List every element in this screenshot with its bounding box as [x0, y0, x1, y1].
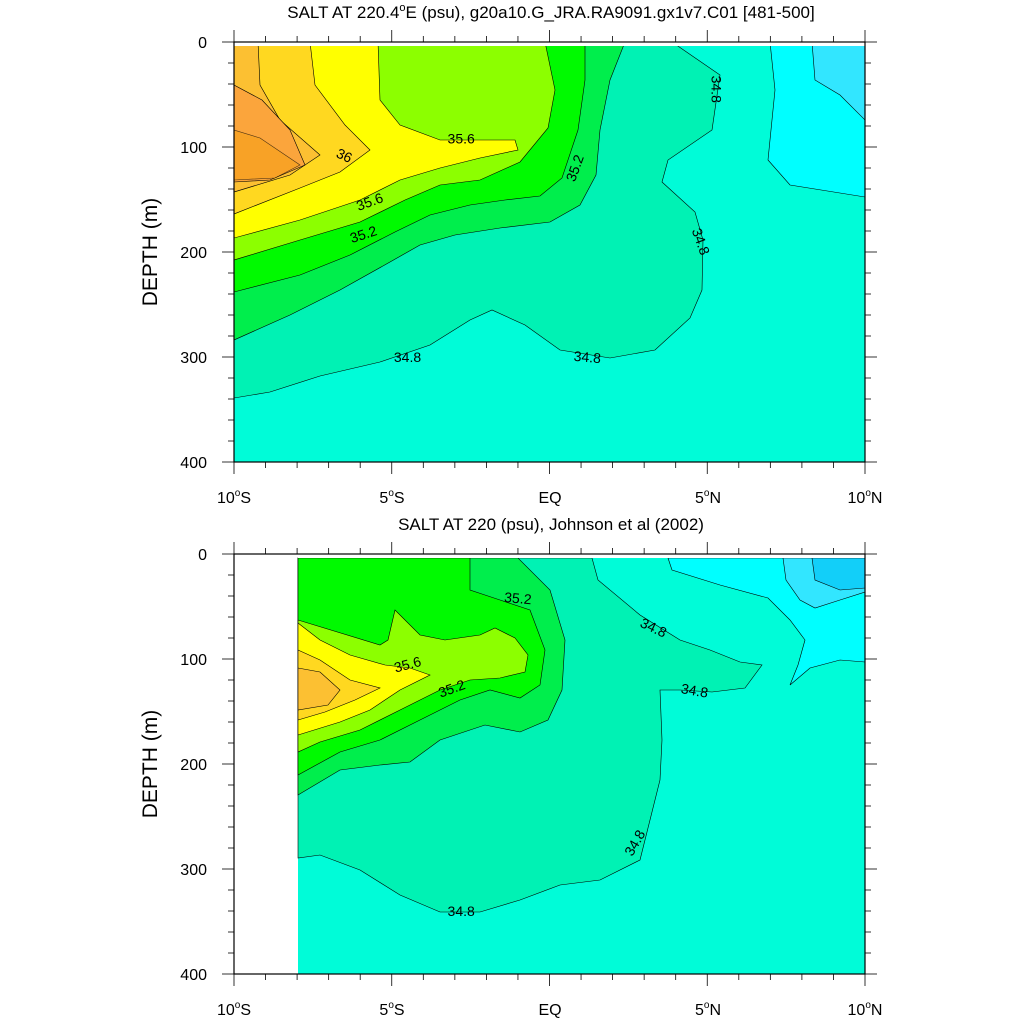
obs-y-axis-label: DEPTH (m) — [139, 710, 162, 819]
model-y-minor-ticks — [222, 41, 877, 463]
band-core-36.4 — [234, 129, 301, 181]
model-title: SALT AT 220.4oE (psu), g20a10.G_JRA.RA90… — [287, 2, 814, 22]
obs-axes — [222, 542, 877, 986]
x-tick-label: 5oS — [379, 1000, 404, 1019]
x-tick-label: 5oN — [695, 488, 721, 507]
band-36.0-36.2 — [297, 667, 341, 711]
x-tick-label: EQ — [538, 490, 561, 507]
model-contour-fill — [234, 42, 865, 462]
y-tick-label: 100 — [180, 652, 207, 669]
band-fresh-34.4 — [811, 42, 865, 121]
contour-label: 34.8 — [680, 680, 710, 701]
contour-label: 36 — [334, 145, 355, 166]
contour-label: 35.2 — [504, 589, 533, 607]
obs-title: SALT AT 220 (psu), Johnson et al (2002) — [398, 515, 704, 534]
x-tick-label: 5oS — [379, 488, 404, 507]
x-tick-label: 10oS — [217, 1000, 251, 1019]
y-tick-label: 300 — [180, 350, 207, 367]
contour-label: 35.6 — [392, 653, 423, 676]
obs-y-tick-labels: 0 100 200 300 400 — [180, 547, 207, 984]
model-axes — [222, 30, 877, 474]
obs-y-minor-ticks — [222, 553, 877, 975]
y-tick-label: 400 — [180, 967, 207, 984]
obs-x-minor-ticks — [233, 542, 866, 986]
y-tick-label: 300 — [180, 862, 207, 879]
x-tick-label: 10oS — [217, 488, 251, 507]
x-tick-label: 5oN — [695, 1000, 721, 1019]
panel-model: SALT AT 220.4oE (psu), g20a10.G_JRA.RA90… — [139, 2, 882, 507]
model-x-minor-ticks — [233, 30, 866, 474]
model-y-axis-label: DEPTH (m) — [139, 198, 162, 307]
x-tick-label: EQ — [538, 1002, 561, 1019]
x-tick-label: 10oN — [848, 1000, 883, 1019]
surface-gap — [298, 554, 865, 558]
contour-label: 34.8 — [709, 76, 725, 103]
model-y-tick-labels: 0 100 200 300 400 — [180, 35, 207, 472]
obs-contour-fill — [234, 554, 865, 974]
y-tick-label: 200 — [180, 757, 207, 774]
contour-label: 34.8 — [573, 348, 602, 366]
y-tick-label: 100 — [180, 140, 207, 157]
model-x-tick-labels: 10oS 5oS EQ 5oN 10oN — [217, 488, 882, 507]
surface-gap — [234, 42, 865, 46]
y-tick-label: 400 — [180, 455, 207, 472]
y-tick-label: 0 — [198, 35, 207, 52]
y-tick-label: 0 — [198, 547, 207, 564]
panel-observations: SALT AT 220 (psu), Johnson et al (2002) — [139, 515, 882, 1019]
y-tick-label: 200 — [180, 245, 207, 262]
contour-label: 34.8 — [394, 349, 421, 365]
contour-label: 34.8 — [448, 903, 475, 919]
contour-label: 35.6 — [448, 131, 475, 147]
obs-x-tick-labels: 10oS 5oS EQ 5oN 10oN — [217, 1000, 882, 1019]
x-tick-label: 10oN — [848, 488, 883, 507]
